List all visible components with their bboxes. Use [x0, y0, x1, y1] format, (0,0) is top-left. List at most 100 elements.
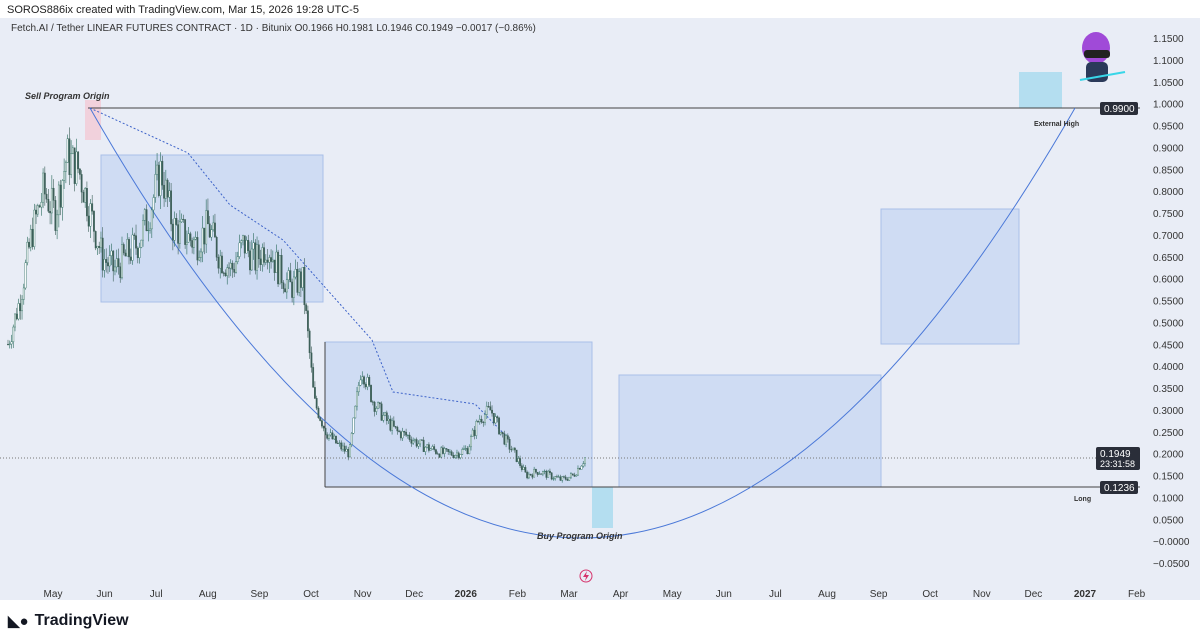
candle-body [126, 239, 129, 257]
candle-body [415, 439, 418, 447]
candle-body [49, 210, 51, 214]
candle-body [29, 228, 32, 248]
range-box-2[interactable] [324, 341, 593, 488]
candle-body [561, 476, 564, 481]
range-box-1[interactable] [100, 154, 324, 303]
candle-body [505, 435, 507, 445]
y-tick-label: 0.3500 [1153, 384, 1184, 395]
x-tick-label: Nov [354, 589, 372, 600]
lightning-icon[interactable] [579, 569, 593, 583]
candle-body [133, 234, 136, 236]
candle-body [466, 448, 469, 455]
candle-body [115, 258, 118, 268]
candle-body [194, 237, 197, 240]
candle-body [68, 138, 71, 175]
candle-body [350, 433, 353, 445]
candle-body [314, 387, 316, 399]
candle-body [26, 241, 29, 263]
y-tick-label: 0.6500 [1153, 253, 1184, 264]
candle-body [22, 287, 25, 300]
candle-body [261, 247, 264, 265]
candle-body [254, 242, 257, 271]
candle-body [392, 420, 395, 427]
candle-body [33, 209, 36, 247]
candle-body [333, 435, 336, 440]
candle-body [182, 218, 185, 220]
candle-body [198, 257, 201, 261]
candle-body [235, 261, 237, 273]
buy-zone-box[interactable] [592, 487, 613, 528]
tradingview-logo[interactable]: ◣● TradingView [8, 612, 129, 630]
candle-body [96, 245, 99, 249]
candle-body [87, 215, 90, 227]
y-tick-label: 0.5000 [1153, 318, 1184, 329]
candle-body [54, 200, 57, 231]
candle-body [299, 271, 302, 288]
candle-body [578, 468, 581, 470]
candle-body [229, 262, 232, 269]
x-tick-label: Feb [1128, 589, 1146, 600]
candle-body [478, 418, 481, 423]
candle-body [264, 259, 267, 263]
candle-body [100, 237, 102, 248]
candle-body [243, 235, 246, 254]
candle-body [452, 455, 455, 459]
candle-body [15, 313, 18, 320]
candle-body [184, 219, 187, 245]
candle-body [131, 234, 134, 261]
candle-body [566, 479, 569, 481]
candle-body [352, 417, 355, 434]
candle-body [457, 452, 460, 458]
candle-body [79, 168, 81, 175]
candle-body [231, 262, 234, 270]
candle-body [536, 471, 539, 475]
candle-body [80, 174, 83, 193]
candle-body [480, 418, 483, 423]
candle-body [128, 239, 130, 258]
y-tick-label: 0.0500 [1153, 515, 1184, 526]
candle-body [28, 241, 30, 248]
candle-body [177, 224, 180, 244]
candle-body [89, 203, 92, 227]
candle-body [273, 259, 276, 273]
candle-body [410, 439, 413, 444]
candle-body [135, 235, 137, 249]
candle-body [280, 255, 283, 283]
candle-body [305, 304, 308, 311]
candle-body [40, 201, 43, 208]
range-box-3[interactable] [618, 374, 882, 488]
x-tick-label: Dec [1025, 589, 1043, 600]
candle-body [59, 184, 62, 208]
sell-origin-box[interactable] [85, 100, 101, 140]
candle-body [564, 476, 567, 480]
candle-body [91, 203, 94, 212]
candle-body [547, 470, 550, 478]
y-tick-label: 0.5500 [1153, 297, 1184, 308]
candle-body [475, 421, 478, 436]
candle-body [492, 413, 495, 424]
candle-body [159, 160, 162, 196]
candle-body [520, 465, 523, 470]
candle-body [408, 434, 411, 440]
candle-body [270, 257, 272, 262]
range-box-4[interactable] [880, 208, 1020, 345]
candle-body [575, 474, 578, 477]
candle-body [338, 442, 341, 444]
candle-body [61, 180, 64, 208]
candle-body [584, 457, 586, 464]
target-zone-box[interactable] [1019, 72, 1062, 108]
candle-body [122, 244, 125, 254]
candle-body [263, 247, 265, 263]
candle-body [196, 237, 199, 261]
candle-body [70, 153, 73, 175]
x-tick-label: 2026 [455, 589, 478, 600]
candle-body [221, 255, 223, 274]
candle-body [470, 436, 472, 448]
candle-body [524, 467, 527, 473]
y-tick-label: 1.0500 [1153, 78, 1184, 89]
candle-body [391, 420, 393, 431]
rounding-curve[interactable] [89, 107, 1076, 539]
candle-body [108, 255, 111, 267]
